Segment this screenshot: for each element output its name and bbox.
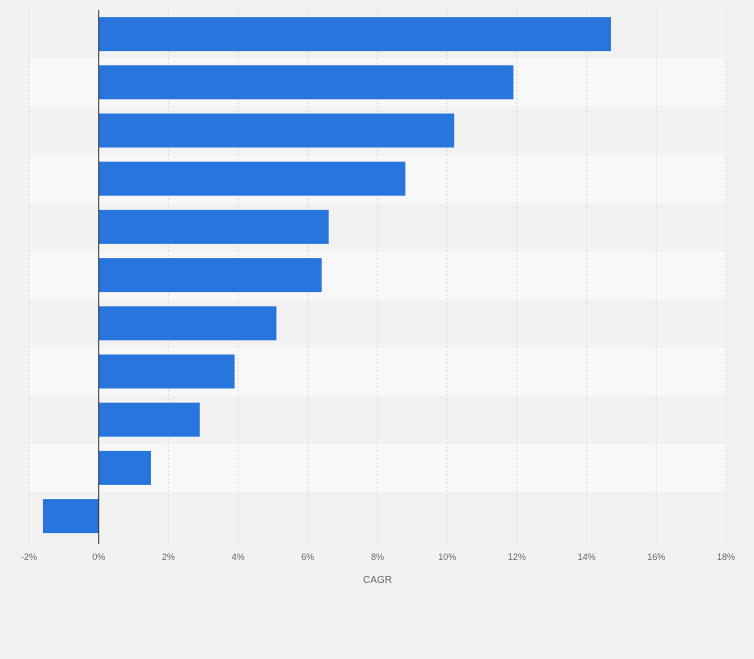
bars [42, 17, 611, 534]
x-tick-label: 0% [92, 552, 105, 562]
x-tick-label: 16% [647, 552, 665, 562]
bar [98, 113, 455, 148]
bar [98, 450, 151, 485]
x-tick-labels: -2% 0% 2% 4% 6% 8% 10% 12% 14% 16% 18% [21, 552, 735, 562]
bar [98, 65, 514, 100]
bar [42, 499, 99, 534]
bar [98, 258, 322, 293]
bar [98, 209, 329, 244]
bar [98, 306, 277, 341]
x-tick-label: 4% [232, 552, 245, 562]
x-tick-label: 8% [371, 552, 384, 562]
x-tick-label: -2% [21, 552, 37, 562]
x-axis-title: CAGR [363, 575, 392, 586]
bar [98, 402, 200, 437]
x-tick-label: 2% [162, 552, 175, 562]
x-tick-label: 10% [438, 552, 456, 562]
bar [98, 17, 611, 52]
bar [98, 161, 406, 196]
x-tick-label: 18% [717, 552, 735, 562]
bar [98, 354, 235, 389]
x-tick-label: 12% [508, 552, 526, 562]
row-band [29, 492, 726, 541]
x-tick-label: 14% [578, 552, 596, 562]
x-tick-label: 6% [301, 552, 314, 562]
